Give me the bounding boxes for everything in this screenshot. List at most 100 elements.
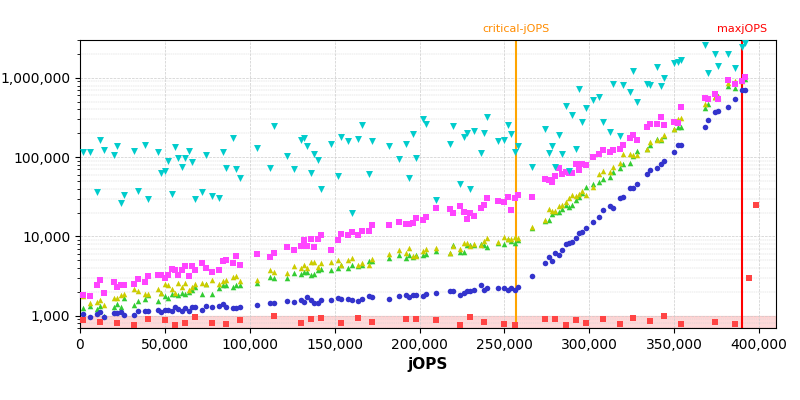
Point (617, 81, 630, 88)
Point (447, 288, 460, 294)
Point (186, 304, 198, 311)
Point (650, 165, 663, 171)
Point (155, 170, 168, 176)
Point (314, 266, 327, 273)
Point (158, 293, 171, 299)
Point (131, 276, 144, 282)
Point (702, 96, 714, 102)
Point (658, 122, 670, 128)
Point (644, 167, 657, 174)
Point (179, 263, 192, 270)
Point (417, 293, 430, 300)
Point (182, 148, 195, 154)
Point (674, 57, 687, 63)
Point (644, 121, 657, 127)
Point (481, 195, 494, 202)
Point (597, 316, 610, 322)
Point (158, 317, 171, 324)
Point (593, 94, 606, 100)
Point (393, 252, 406, 258)
Point (226, 284, 239, 290)
Point (332, 237, 345, 243)
Point (362, 258, 375, 264)
Point (189, 303, 202, 310)
Point (671, 123, 684, 130)
Point (107, 310, 120, 316)
Point (305, 297, 318, 304)
Point (301, 294, 314, 300)
Point (498, 241, 510, 247)
Point (458, 290, 470, 297)
Point (430, 317, 443, 323)
Point (668, 119, 681, 126)
Point (538, 260, 551, 266)
Point (111, 301, 124, 308)
Point (478, 130, 490, 136)
Point (166, 286, 178, 292)
Point (355, 228, 368, 234)
Point (542, 206, 555, 212)
Point (712, 63, 725, 70)
Point (586, 219, 599, 225)
Point (294, 137, 307, 143)
Point (90, 298, 103, 305)
Point (230, 166, 242, 173)
Point (311, 300, 324, 306)
Point (325, 259, 338, 266)
Point (305, 272, 318, 278)
Point (576, 190, 589, 196)
Point (576, 229, 589, 236)
Point (576, 161, 589, 167)
Point (196, 189, 209, 195)
Point (579, 184, 592, 190)
Point (702, 95, 714, 101)
Point (226, 274, 239, 281)
Point (739, 87, 752, 94)
Point (182, 273, 195, 280)
Point (169, 290, 182, 297)
Point (627, 315, 640, 322)
Point (342, 138, 354, 144)
Point (559, 199, 572, 206)
Point (301, 264, 314, 271)
Point (162, 306, 174, 313)
Point (77, 292, 90, 299)
Point (98, 147, 110, 153)
Point (478, 286, 490, 293)
Point (570, 235, 582, 241)
Point (332, 173, 345, 179)
Point (281, 298, 294, 305)
Point (250, 251, 263, 258)
Point (709, 94, 722, 100)
Point (658, 132, 670, 139)
Point (152, 307, 165, 314)
Point (511, 143, 524, 150)
Point (94, 137, 106, 144)
Point (729, 78, 742, 84)
Point (152, 286, 165, 292)
Point (142, 308, 154, 314)
Point (698, 124, 711, 130)
Point (189, 267, 202, 273)
Point (94, 319, 106, 326)
Point (641, 124, 654, 130)
Point (179, 280, 192, 286)
Point (579, 104, 592, 111)
Point (467, 287, 480, 294)
Point (172, 272, 185, 278)
Point (179, 290, 192, 297)
Point (739, 74, 752, 80)
Point (382, 296, 395, 302)
Point (118, 192, 130, 198)
Point (430, 245, 443, 252)
Point (556, 246, 569, 253)
Point (111, 143, 124, 149)
Point (366, 258, 378, 264)
Point (614, 146, 626, 152)
Point (525, 164, 538, 170)
Point (142, 291, 154, 297)
Point (264, 165, 277, 172)
Point (552, 203, 565, 209)
Point (614, 133, 626, 140)
Point (84, 293, 97, 299)
